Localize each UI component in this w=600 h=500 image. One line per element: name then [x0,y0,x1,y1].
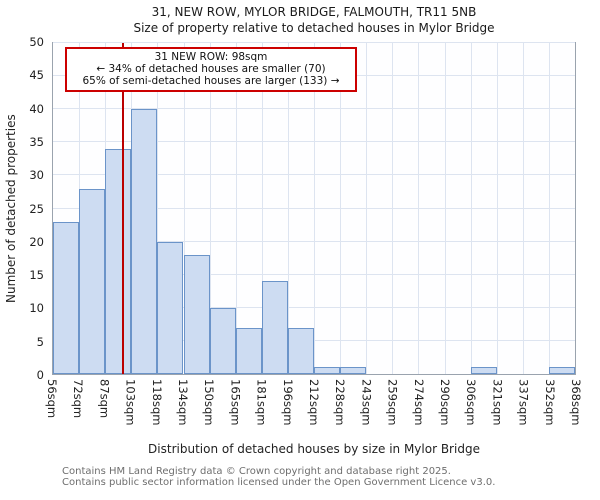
x-tick-label: 368sqm [569,379,583,426]
plot-area: 31 NEW ROW: 98sqm ← 34% of detached hous… [52,42,576,375]
annotation-smaller-pct: ← 34% of detached houses are smaller (70… [96,63,326,75]
histogram-bar [548,367,575,374]
y-tick-label: 25 [29,201,44,216]
annotation-property-size: 31 NEW ROW: 98sqm [154,51,268,63]
y-tick-label: 30 [29,168,44,183]
y-tick-label: 0 [36,368,44,382]
gridline-vertical [470,43,472,374]
y-tick-label: 45 [29,68,44,83]
x-tick-label: 212sqm [307,379,321,426]
gridline-vertical [392,43,394,374]
gridline-vertical [444,43,446,374]
histogram-bar [235,327,262,374]
histogram-bar [340,367,367,374]
y-tick-label: 35 [29,134,44,149]
y-tick-label: 40 [29,101,44,116]
histogram-bar [470,367,497,374]
gridline-vertical [157,43,159,374]
footer-licence-line: Contains public sector information licen… [62,477,496,488]
histogram-bar [287,327,314,374]
x-tick-label: 337sqm [516,379,531,426]
x-axis-label: Distribution of detached houses by size … [148,442,480,456]
x-tick-label: 165sqm [228,379,243,426]
gridline-vertical [366,43,368,374]
property-size-marker-line [122,43,125,374]
gridline-vertical [183,43,185,374]
histogram-bar [105,148,132,374]
x-tick-label: 150sqm [202,379,217,426]
histogram-bar [53,221,80,374]
gridline-vertical [418,43,420,374]
annotation-larger-pct: 65% of semi-detached houses are larger (… [82,75,340,87]
histogram-bar [157,241,184,374]
y-tick-label: 5 [36,334,44,349]
y-tick-label: 20 [29,234,44,249]
gridline-vertical [235,43,237,374]
x-tick-label: 56sqm [45,379,59,419]
x-tick-label: 274sqm [411,379,426,426]
gridline-vertical [287,43,289,374]
x-tick-label: 321sqm [490,379,505,426]
chart-subtitle: Size of property relative to detached ho… [133,21,495,35]
x-tick-label: 103sqm [123,379,138,426]
x-tick-label: 243sqm [359,379,374,426]
gridline-horizontal [53,42,575,43]
gridline-vertical [261,43,263,374]
gridline-vertical [496,43,498,374]
histogram-bar [261,281,288,374]
x-tick-label: 352sqm [542,379,557,426]
x-tick-label: 87sqm [97,379,112,419]
histogram-bar [79,188,106,374]
x-tick-label: 306sqm [464,379,479,426]
gridline-vertical [340,43,342,374]
x-tick-label: 72sqm [71,379,86,419]
histogram-bar [183,254,210,374]
x-tick-label: 228sqm [333,379,348,426]
histogram-bar [209,307,236,374]
gridline-vertical [314,43,315,374]
x-tick-label: 134sqm [176,379,190,426]
histogram-bar [314,367,341,374]
y-tick-label: 50 [29,35,44,49]
x-tick-label: 259sqm [385,379,400,426]
x-tick-label: 290sqm [438,379,452,426]
y-tick-label: 15 [29,268,44,283]
gridline-vertical [548,43,550,374]
chart-title: 31, NEW ROW, MYLOR BRIDGE, FALMOUTH, TR1… [151,5,477,19]
y-tick-label: 10 [29,301,44,316]
gridline-vertical [209,43,211,374]
x-tick-label: 196sqm [280,379,295,426]
footer-copyright-line: Contains HM Land Registry data © Crown c… [62,466,451,477]
annotation-box: 31 NEW ROW: 98sqm ← 34% of detached hous… [65,47,357,92]
gridline-vertical [522,43,524,374]
histogram-bar [131,109,158,374]
x-tick-label: 181sqm [254,379,269,426]
x-tick-label: 118sqm [149,379,164,426]
